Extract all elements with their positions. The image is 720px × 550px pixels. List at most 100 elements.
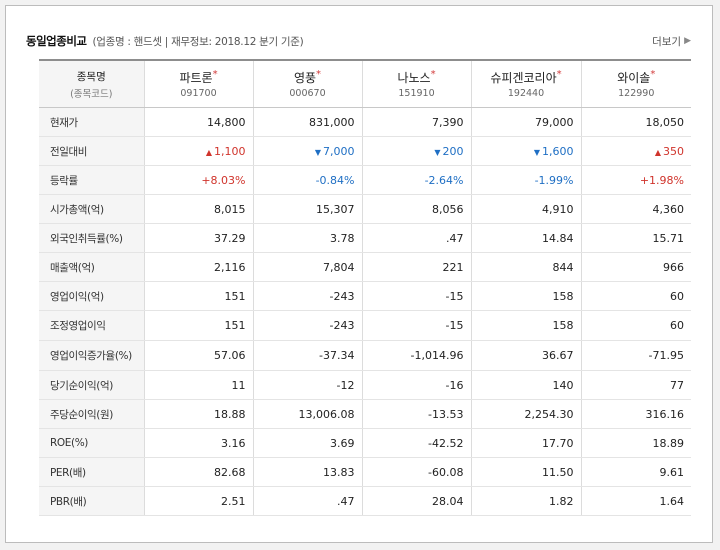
triangle-down-icon: ▼ bbox=[434, 147, 441, 157]
company-name-wrap: 나노스* bbox=[364, 69, 470, 86]
cell-value: 2.51 bbox=[221, 494, 246, 508]
company-header: 영풍* 000670 bbox=[252, 60, 362, 108]
row-label: ROE(%) bbox=[39, 428, 144, 458]
company-name[interactable]: 와이솔 bbox=[617, 71, 651, 85]
table-cell: 60 bbox=[580, 310, 691, 341]
chevron-right-icon[interactable]: ▶ bbox=[684, 36, 691, 46]
table-cell: .47 bbox=[361, 223, 471, 253]
cell-value: 966 bbox=[663, 260, 684, 274]
table-row: PER(배) 82.68 13.83 -60.08 11.50 9.61 bbox=[39, 457, 691, 487]
header-corner: 종목명 (종목코드) bbox=[39, 60, 144, 108]
table-cell: ▼ 7,000 bbox=[252, 136, 362, 166]
table-cell: 18.89 bbox=[580, 428, 691, 458]
table-row: ROE(%) 3.16 3.69 -42.52 17.70 18.89 bbox=[39, 428, 691, 458]
row-label: 영업이익증가율(%) bbox=[39, 340, 144, 371]
cell-value: 13,006.08 bbox=[298, 407, 355, 421]
table-cell: -243 bbox=[252, 310, 362, 341]
company-name[interactable]: 영풍 bbox=[293, 71, 317, 85]
row-label: 등락률 bbox=[39, 165, 144, 195]
table-cell: 8,015 bbox=[143, 194, 253, 224]
table-cell: 4,910 bbox=[470, 194, 581, 224]
cell-value: 200 bbox=[442, 144, 464, 158]
cell-value: 9.61 bbox=[659, 465, 685, 479]
cell-value: 82.68 bbox=[214, 465, 246, 479]
table-cell: -13.53 bbox=[361, 399, 471, 429]
cell-value: -15 bbox=[445, 289, 464, 303]
table-cell: -0.84% bbox=[252, 165, 362, 195]
table-cell: 7,390 bbox=[361, 107, 471, 137]
cell-value: 18.88 bbox=[214, 407, 246, 421]
company-name[interactable]: 파트론 bbox=[179, 71, 213, 85]
row-label: 전일대비 bbox=[39, 136, 144, 166]
row-label: 당기순이익(억) bbox=[39, 370, 144, 400]
table-cell: 13,006.08 bbox=[252, 399, 362, 429]
cell-value: 14.84 bbox=[542, 231, 574, 245]
cell-value: 831,000 bbox=[309, 115, 355, 129]
cell-value: -16 bbox=[445, 378, 464, 392]
table-cell: -1,014.96 bbox=[361, 340, 471, 371]
cell-value: 3.78 bbox=[330, 231, 355, 245]
cell-value: 158 bbox=[552, 319, 574, 332]
cell-value: -12 bbox=[336, 378, 355, 392]
company-code: 091700 bbox=[180, 88, 217, 99]
cell-value: 14,800 bbox=[207, 115, 246, 129]
cell-value: 3.16 bbox=[221, 436, 246, 450]
company-name[interactable]: 슈피겐코리아 bbox=[490, 71, 557, 85]
row-label: PBR(배) bbox=[39, 486, 144, 516]
table-cell: ▲ 1,100 bbox=[143, 136, 253, 166]
table-cell: ▼ 1,600 bbox=[470, 136, 581, 166]
company-code: 000670 bbox=[289, 88, 326, 99]
cell-value: 7,000 bbox=[323, 144, 355, 158]
cell-value: 1.64 bbox=[659, 494, 685, 508]
triangle-up-icon: ▲ bbox=[654, 147, 661, 157]
table-cell: -243 bbox=[252, 281, 362, 311]
cell-value: 2,116 bbox=[214, 260, 246, 274]
table-cell: 3.78 bbox=[252, 223, 362, 253]
table-row: 영업이익(억) 151 -243 -15 158 60 bbox=[39, 281, 691, 311]
cell-value: 140 bbox=[552, 378, 574, 392]
table-cell: +1.98% bbox=[580, 165, 691, 195]
row-label: 현재가 bbox=[39, 107, 144, 137]
table-row: 조정영업이익 151 -243 -15 158 60 bbox=[39, 310, 691, 341]
row-label: 조정영업이익 bbox=[39, 310, 144, 341]
company-name-wrap: 파트론* bbox=[146, 69, 252, 86]
company-header: 나노스* 151910 bbox=[361, 60, 471, 108]
cell-value: 28.04 bbox=[432, 494, 464, 508]
more-link[interactable]: 더보기 ▶ bbox=[652, 34, 691, 49]
cell-value: +8.03% bbox=[201, 173, 246, 187]
company-code: 122990 bbox=[618, 88, 655, 99]
panel-header: 동일업종비교 (업종명 : 핸드셋 | 재무정보: 2018.12 분기 기준)… bbox=[26, 32, 691, 50]
cell-value: 11.50 bbox=[542, 465, 574, 479]
table-row: 당기순이익(억) 11 -12 -16 140 77 bbox=[39, 370, 691, 400]
cell-value: -1,014.96 bbox=[410, 349, 464, 362]
table-cell: -16 bbox=[361, 370, 471, 400]
cell-value: -0.84% bbox=[315, 173, 355, 187]
cell-value: -1.99% bbox=[534, 173, 574, 187]
table-cell: 77 bbox=[580, 370, 691, 400]
company-header: 와이솔* 122990 bbox=[580, 60, 691, 108]
company-name[interactable]: 나노스 bbox=[397, 71, 431, 85]
cell-value: 18,050 bbox=[645, 115, 685, 129]
table-cell: -15 bbox=[361, 281, 471, 311]
table-cell: 3.16 bbox=[143, 428, 253, 458]
company-header: 슈피겐코리아* 192440 bbox=[470, 60, 581, 108]
table-cell: 1.82 bbox=[470, 486, 581, 516]
table-row: 등락률 +8.03% -0.84% -2.64% -1.99% +1.98% bbox=[39, 165, 691, 195]
table-cell: 11.50 bbox=[470, 457, 581, 487]
star-icon: * bbox=[316, 69, 322, 80]
table-cell: 1.64 bbox=[580, 486, 691, 516]
cell-value: 844 bbox=[552, 260, 574, 274]
cell-value: 17.70 bbox=[542, 436, 574, 450]
row-label: 시가총액(억) bbox=[39, 194, 144, 224]
row-label: 매출액(억) bbox=[39, 252, 144, 282]
cell-value: 37.29 bbox=[214, 231, 246, 245]
table-cell: 844 bbox=[470, 252, 581, 282]
table-cell: -42.52 bbox=[361, 428, 471, 458]
more-label[interactable]: 더보기 bbox=[652, 35, 682, 48]
table-cell: 2,116 bbox=[143, 252, 253, 282]
table-cell: 9.61 bbox=[580, 457, 691, 487]
table-cell: 82.68 bbox=[143, 457, 253, 487]
table-cell: 15.71 bbox=[580, 223, 691, 253]
cell-value: -2.64% bbox=[424, 173, 464, 187]
header-code-label: (종목코드) bbox=[70, 88, 113, 100]
